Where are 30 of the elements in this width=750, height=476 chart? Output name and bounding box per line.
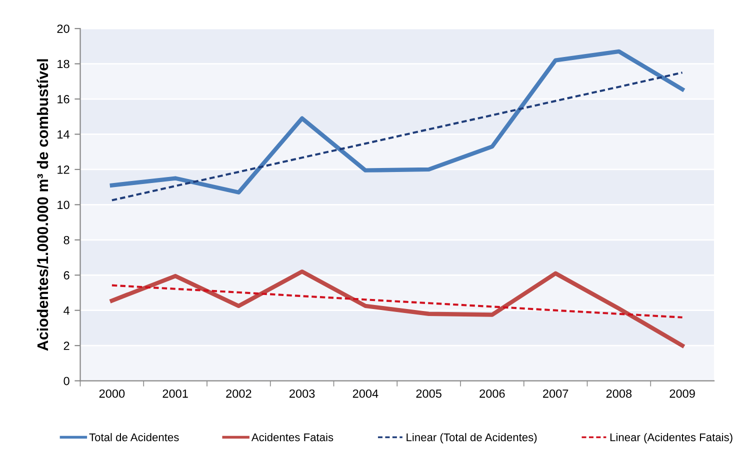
x-tick-label: 2001 <box>162 389 188 398</box>
x-tick-label: 2004 <box>352 389 378 398</box>
y-tick-label: 2 <box>64 342 70 350</box>
y-tick-label: 16 <box>58 95 70 104</box>
x-tick-label: 2002 <box>226 389 252 398</box>
y-tick-label: 8 <box>64 236 70 244</box>
legend-label: Total de Acidentes <box>89 433 179 442</box>
y-tick-label: 0 <box>64 376 70 386</box>
y-tick-label: 10 <box>58 200 70 210</box>
y-axis-title: Aciodentes/1.000.000 m³ de combustível <box>36 59 48 351</box>
legend-label: Linear (Acidentes Fatais) <box>610 433 732 444</box>
x-tick-label: 2005 <box>416 389 442 398</box>
legend-label: Linear (Total de Acidentes) <box>406 433 537 444</box>
y-tick-label: 12 <box>58 165 70 174</box>
line-series <box>110 284 684 318</box>
x-tick-label: 2007 <box>543 389 568 398</box>
legend-label: Acidentes Fatais <box>251 433 334 442</box>
y-tick-label: 4 <box>64 306 70 315</box>
y-tick-label: 14 <box>58 130 70 139</box>
line-series <box>110 49 684 194</box>
line-series <box>110 270 684 348</box>
y-tick-label: 18 <box>58 60 70 68</box>
x-tick-label: 2003 <box>290 389 315 398</box>
x-tick-label: 2006 <box>480 389 505 398</box>
x-tick-label: 2000 <box>99 389 125 398</box>
x-tick-label: 2009 <box>670 389 695 398</box>
x-tick-label: 2008 <box>606 389 632 398</box>
line-series <box>110 72 684 202</box>
y-tick-label: 20 <box>57 24 70 33</box>
y-tick-label: 6 <box>64 271 70 280</box>
